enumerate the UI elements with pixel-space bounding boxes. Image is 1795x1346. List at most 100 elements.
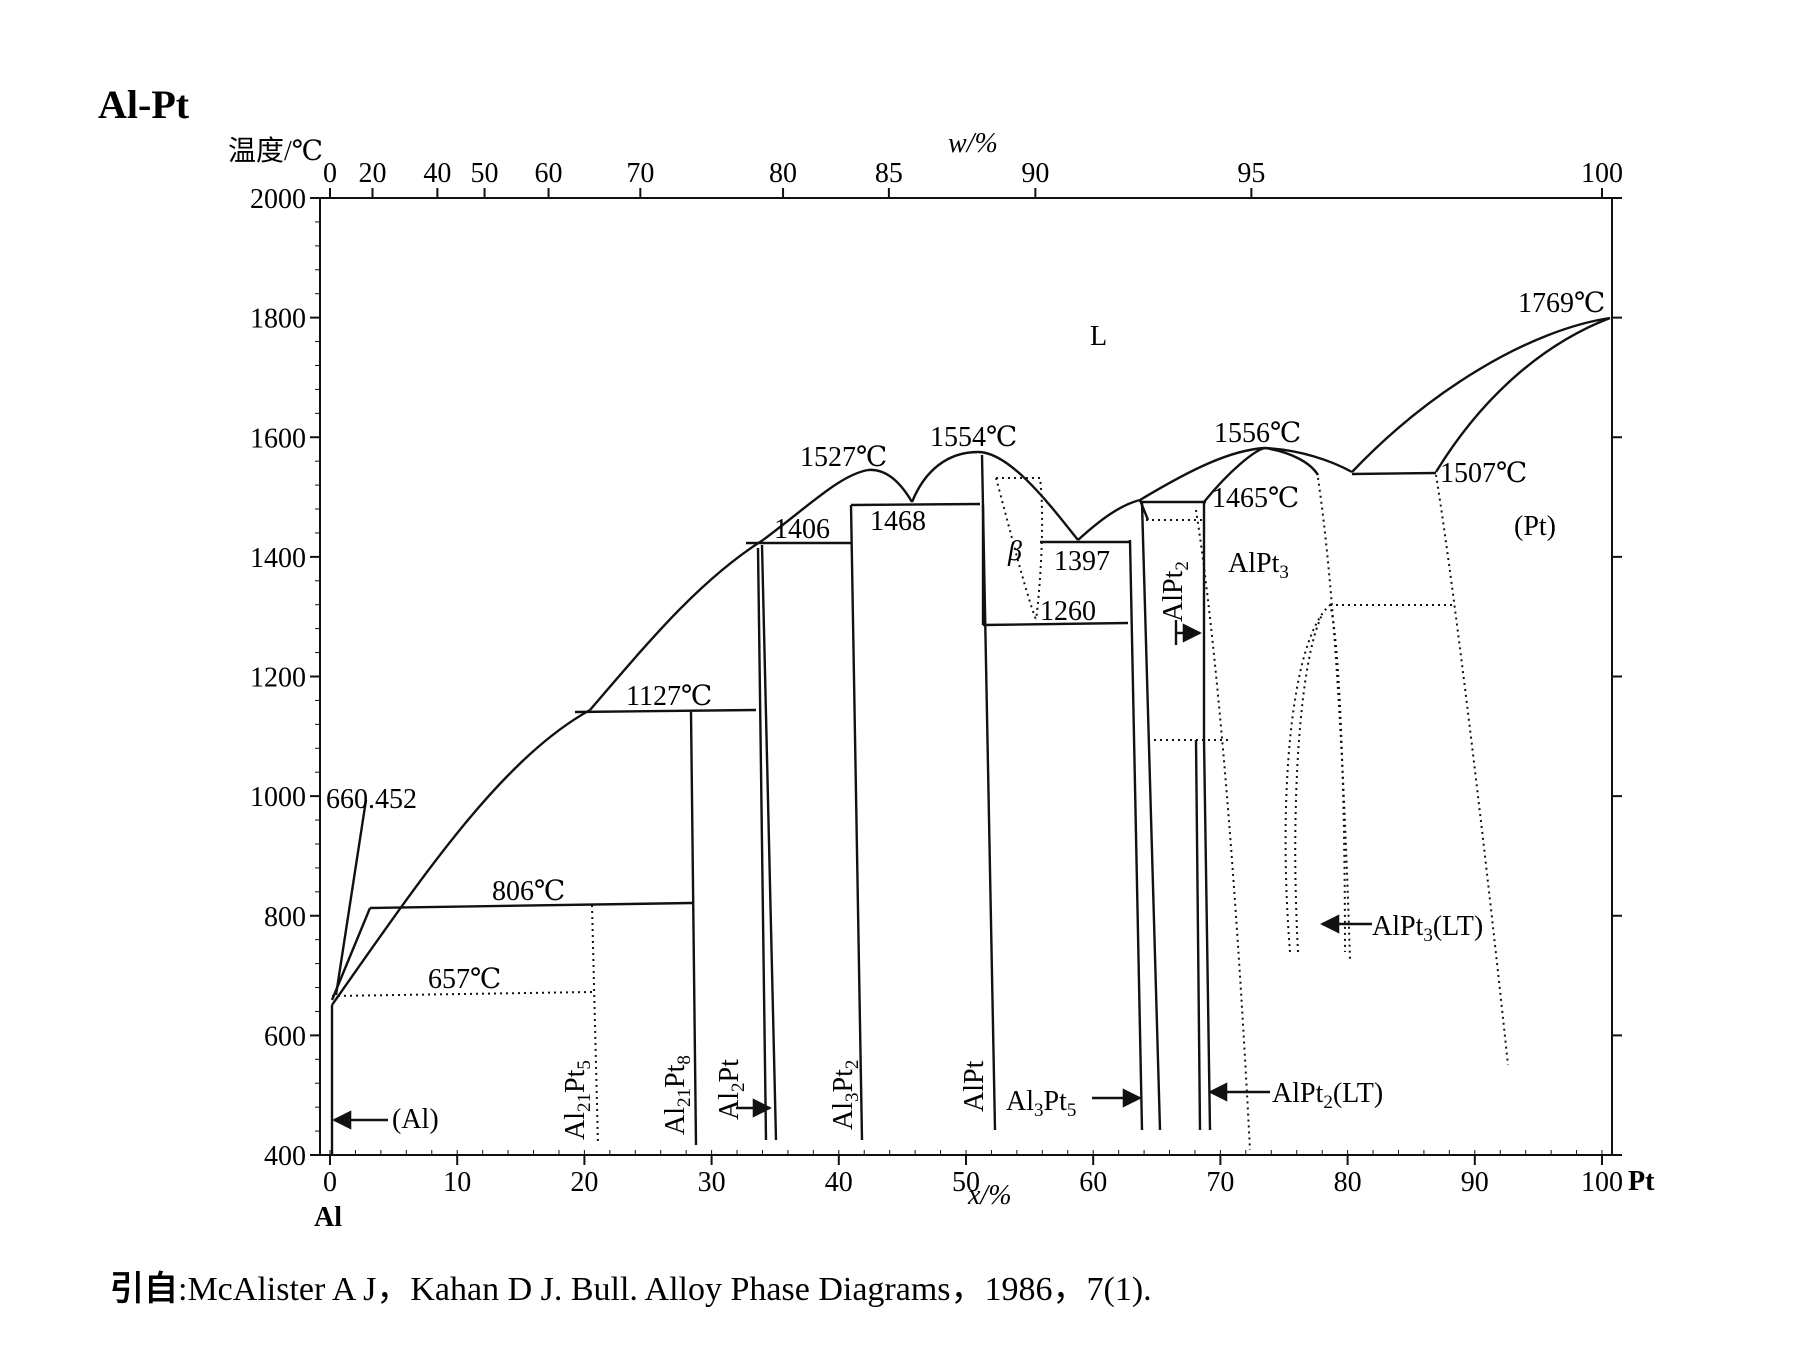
t1260-label: 1260 xyxy=(1040,596,1096,627)
y-tick-label: 2000 xyxy=(250,184,306,215)
x-tick-label: 40 xyxy=(825,1167,853,1198)
t1527-label: 1527℃ xyxy=(800,442,887,473)
t1507-label: 1507℃ xyxy=(1440,458,1527,489)
y-tick-label: 1800 xyxy=(250,304,306,335)
w-tick-label: 90 xyxy=(1021,158,1049,189)
liquid-label: L xyxy=(1090,321,1107,352)
w-tick-label: 40 xyxy=(423,158,451,189)
al3pt5-line-2 xyxy=(1140,502,1162,1131)
alpt2-line-left xyxy=(1138,499,1150,521)
x-tick-label: 20 xyxy=(570,1167,598,1198)
line-806 xyxy=(369,901,693,910)
al-phase-label: (Al) xyxy=(392,1104,439,1135)
y-tick-label: 1000 xyxy=(250,782,306,813)
y-axis-title: 温度/℃ xyxy=(228,135,323,167)
x-tick-label: 100 xyxy=(1581,1167,1623,1198)
t1556-label: 1556℃ xyxy=(1214,418,1301,449)
bottom-axis-title: x/% xyxy=(967,1180,1012,1211)
right-element-label: Pt xyxy=(1628,1166,1655,1197)
liquidus-1527-1468 xyxy=(867,468,914,503)
pt-melt-label: 1769℃ xyxy=(1518,288,1605,319)
diagram-title: Al-Pt xyxy=(98,82,190,127)
w-tick-label: 60 xyxy=(535,158,563,189)
top-axis-ticks: 0 20 40 50 60 70 80 85 90 95 100 xyxy=(323,158,1623,198)
al21pt5-line xyxy=(591,904,599,1146)
left-element-label: Al xyxy=(314,1202,342,1233)
line-1260 xyxy=(982,621,1129,627)
w-tick-label: 50 xyxy=(471,158,499,189)
w-tick-label: 80 xyxy=(769,158,797,189)
y-tick-label: 400 xyxy=(264,1141,306,1172)
al21pt8-line xyxy=(689,711,698,1146)
liquidus-1554-1397 xyxy=(977,450,1079,541)
svg-text:Al21Pt5: Al21Pt5 xyxy=(560,1060,595,1140)
x-tick-label: 10 xyxy=(443,1167,471,1198)
al3pt5-label: Al3Pt5 xyxy=(1006,1086,1076,1121)
beta-region-left xyxy=(995,477,1037,621)
t1406-label: 1406 xyxy=(774,514,830,545)
t1465-label: 1465℃ xyxy=(1212,483,1299,514)
solidus-pt xyxy=(1434,316,1611,473)
al-melt-label: 660.452 xyxy=(326,784,417,815)
al3pt2-line xyxy=(849,504,864,1141)
liquidus-al-side xyxy=(331,708,591,1006)
w-tick-label: 20 xyxy=(359,158,387,189)
t1397-label: 1397 xyxy=(1054,546,1110,577)
x-tick-label: 60 xyxy=(1079,1167,1107,1198)
pt-solvus xyxy=(1435,474,1509,1066)
t1127-label: 1127℃ xyxy=(626,681,712,712)
line-1507 xyxy=(1351,471,1437,476)
y-axis-ticks: 2000 1800 1600 1400 1200 1000 800 600 400 xyxy=(250,184,1622,1172)
liquidus-1406-1527 xyxy=(762,468,869,541)
w-tick-label: 85 xyxy=(875,158,903,189)
x-tick-label: 30 xyxy=(698,1167,726,1198)
citation: 引自:McAlister A J，Kahan D J. Bull. Alloy … xyxy=(110,1270,1152,1308)
y-tick-label: 1600 xyxy=(250,423,306,454)
w-tick-label: 100 xyxy=(1581,158,1623,189)
line-657 xyxy=(331,991,593,997)
w-tick-label: 0 xyxy=(323,158,337,189)
liquidus-1468-1554 xyxy=(910,450,979,503)
liquidus-1397-alpt2 xyxy=(1077,498,1141,541)
al2pt-line-right xyxy=(760,544,778,1141)
alpt2-line-a xyxy=(1194,739,1202,1131)
al2pt-line-left xyxy=(756,547,768,1141)
x-tick-label: 0 xyxy=(323,1167,337,1198)
beta-label: β xyxy=(1007,536,1022,567)
y-tick-label: 1400 xyxy=(250,543,306,574)
dotted-phase-boundaries xyxy=(331,474,1509,1151)
y-tick-label: 800 xyxy=(264,902,306,933)
liquidus-1127-1406 xyxy=(589,538,764,711)
t657-label: 657℃ xyxy=(428,964,501,995)
line-1127 xyxy=(574,708,757,714)
svg-text:Al2Pt: Al2Pt xyxy=(714,1059,749,1120)
al21pt5-label: Al21Pt5 xyxy=(560,1060,595,1140)
w-tick-label: 95 xyxy=(1237,158,1265,189)
x-tick-label: 90 xyxy=(1461,1167,1489,1198)
alpt3-dome-left xyxy=(1203,446,1266,503)
alpt3-label: AlPt3 xyxy=(1228,548,1289,583)
alpt2-label: AlPt2 xyxy=(1158,561,1193,622)
liquidus-alpt2-1556 xyxy=(1139,446,1266,502)
alpt3-lt-dome xyxy=(1284,603,1346,953)
alpt3-dome-right xyxy=(1264,446,1320,476)
x-tick-label: 80 xyxy=(1334,1167,1362,1198)
svg-text:Al3Pt2: Al3Pt2 xyxy=(828,1060,863,1130)
alpt3-right-solvus xyxy=(1317,477,1351,961)
y-tick-label: 600 xyxy=(264,1021,306,1052)
alpt2-line-b xyxy=(1202,739,1212,1131)
t806-label: 806℃ xyxy=(492,876,565,907)
pt-phase-label: (Pt) xyxy=(1514,511,1556,542)
al21pt8-label: Al21Pt8 xyxy=(660,1055,695,1135)
t1468-label: 1468 xyxy=(870,506,926,537)
al-melt-leader xyxy=(334,799,368,996)
x-tick-label: 50 xyxy=(952,1167,980,1198)
t1554-label: 1554℃ xyxy=(930,422,1017,453)
alpt-label: AlPt xyxy=(959,1060,990,1112)
svg-text:AlPt2: AlPt2 xyxy=(1158,561,1193,622)
al3pt2-label: Al3Pt2 xyxy=(828,1060,863,1130)
al3pt5-line xyxy=(1128,539,1144,1131)
svg-text:Al21Pt8: Al21Pt8 xyxy=(660,1055,695,1135)
alpt3-lt-dome-inner xyxy=(1294,614,1323,953)
